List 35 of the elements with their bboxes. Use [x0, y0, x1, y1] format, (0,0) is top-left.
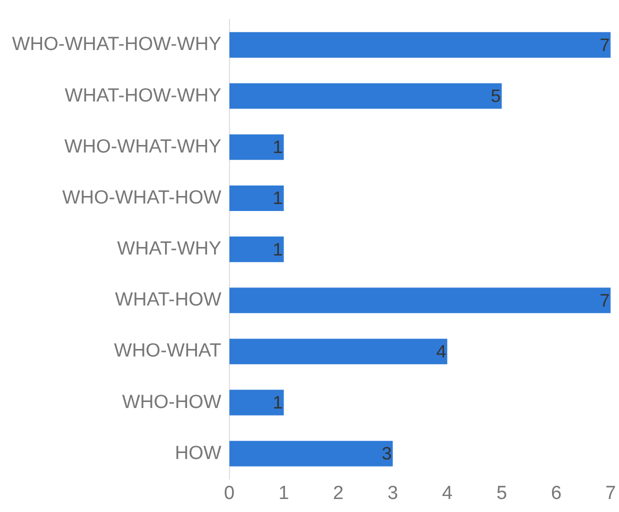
y-tick-label: WHAT-WHY: [117, 238, 222, 260]
x-tick-label: 6: [550, 482, 562, 504]
data-label: 4: [436, 341, 446, 362]
data-label: 1: [272, 137, 283, 158]
x-tick-label: 3: [387, 482, 398, 504]
bar: [229, 185, 284, 211]
bar: [229, 338, 448, 364]
x-tick-label: 0: [224, 482, 235, 504]
y-tick-label: WHO-WHAT-HOW-WHY: [12, 34, 222, 56]
data-label: 3: [382, 444, 392, 464]
data-label: 7: [600, 34, 610, 55]
y-tick-label: WHAT-HOW: [115, 290, 222, 311]
x-tick-label: 5: [496, 482, 508, 504]
bar: [229, 32, 611, 58]
bar: [229, 440, 393, 466]
bar: [229, 236, 284, 262]
bar: [229, 288, 611, 314]
y-tick-label: WHAT-HOW-WHY: [64, 85, 222, 106]
y-tick-label: WHO-HOW: [122, 392, 222, 413]
x-tick-label: 4: [442, 482, 453, 504]
y-tick-label: WHO-WHAT-WHY: [64, 136, 222, 158]
y-tick-label: WHO-WHAT: [114, 340, 222, 362]
bar: [229, 390, 284, 416]
x-tick-label: 1: [278, 482, 290, 504]
bar: [229, 134, 284, 160]
x-tick-label: 7: [605, 482, 616, 504]
data-label: 5: [490, 86, 501, 106]
y-tick-label: WHO-WHAT-HOW: [62, 187, 222, 208]
y-tick-label: HOW: [174, 442, 222, 464]
bar: [229, 83, 502, 109]
data-label: 1: [272, 188, 283, 208]
x-tick-label: 2: [332, 482, 344, 504]
data-label: 7: [600, 290, 610, 310]
data-label: 1: [272, 392, 283, 413]
data-label: 1: [272, 239, 283, 260]
